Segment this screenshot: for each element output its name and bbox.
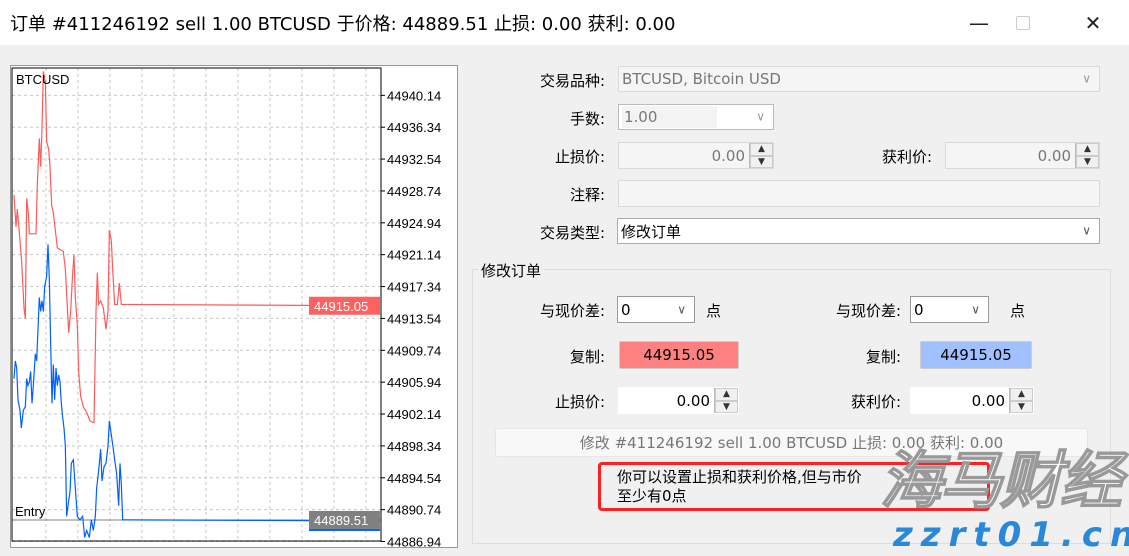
tp-copy-button[interactable]: 44915.05 xyxy=(920,341,1032,369)
y-tick-label: 44886.94 xyxy=(387,535,441,550)
chevron-down-icon: ∨ xyxy=(971,301,980,316)
spin-down-icon[interactable]: ▼ xyxy=(1076,155,1099,168)
minimize-icon: — xyxy=(969,11,989,35)
y-tick-label: 44894.54 xyxy=(387,471,441,486)
spin-down-icon[interactable]: ▼ xyxy=(750,155,773,168)
points-label: 点 xyxy=(1010,302,1026,320)
y-tick-label: 44890.74 xyxy=(387,503,441,518)
entry-label: Entry xyxy=(15,504,46,519)
comment-label: 注释: xyxy=(569,186,605,204)
group-title: 修改订单 xyxy=(478,260,545,281)
ask-line xyxy=(13,71,381,424)
modify-tp-input[interactable]: 0.00 ▲ ▼ xyxy=(910,387,1034,414)
symbol-value: BTCUSD, Bitcoin USD xyxy=(622,70,781,88)
modify-order-group xyxy=(472,269,1111,544)
lots-label: 手数: xyxy=(569,110,605,128)
spin-down-icon[interactable]: ▼ xyxy=(715,400,738,413)
symbol-select[interactable]: BTCUSD, Bitcoin USD ∨ xyxy=(618,66,1100,92)
order-type-value: 修改订单 xyxy=(621,222,682,241)
hint-text: 你可以设置止损和获利价格,但与市价至少有0点 xyxy=(617,468,862,505)
spin-up-icon[interactable]: ▲ xyxy=(1076,143,1099,156)
ask-price-label: 44915.05 xyxy=(314,299,368,314)
modify-tp-label: 获利价: xyxy=(850,393,901,411)
modify-sl-label: 止损价: xyxy=(554,393,605,411)
y-tick-label: 44940.14 xyxy=(387,88,441,103)
y-tick-label: 44932.54 xyxy=(387,152,441,167)
sl-diff-value: 0 xyxy=(621,300,631,319)
sl-diff-select[interactable]: 0 ∨ xyxy=(617,296,695,323)
y-tick-label: 44928.74 xyxy=(387,184,441,199)
modify-order-button[interactable]: 修改 #411246192 sell 1.00 BTCUSD 止损: 0.00 … xyxy=(495,428,1088,457)
tp-diff-label: 与现价差: xyxy=(835,302,901,320)
y-tick-label: 44902.14 xyxy=(387,407,441,422)
sl-input[interactable]: 0.00 ▲ ▼ xyxy=(618,142,774,169)
close-button[interactable]: ✕ xyxy=(1070,8,1116,38)
sl-diff-label: 与现价差: xyxy=(539,302,605,320)
chevron-down-icon: ∨ xyxy=(1082,71,1091,86)
watermark-url: zzrt01.cn xyxy=(893,515,1129,555)
order-type-select[interactable]: 修改订单 ∨ xyxy=(617,218,1100,244)
spin-down-icon[interactable]: ▼ xyxy=(1010,400,1033,413)
hint-text-highlight: 你可以设置止损和获利价格,但与市价至少有0点 xyxy=(598,462,990,511)
sl-value: 0.00 xyxy=(711,146,745,165)
y-tick-label: 44917.34 xyxy=(387,280,441,295)
modify-sl-input[interactable]: 0.00 ▲ ▼ xyxy=(618,387,739,414)
y-tick-label: 44924.94 xyxy=(387,216,441,231)
tp-input[interactable]: 0.00 ▲ ▼ xyxy=(945,142,1100,169)
chevron-down-icon: ∨ xyxy=(677,301,686,316)
chevron-down-icon: ∨ xyxy=(756,109,765,124)
maximize-icon xyxy=(1016,16,1030,30)
y-tick-label: 44936.34 xyxy=(387,120,441,135)
y-tick-label: 44905.94 xyxy=(387,375,441,390)
sl-label: 止损价: xyxy=(554,148,605,166)
y-tick-label: 44909.74 xyxy=(387,343,441,358)
lots-select[interactable]: 1.00 ∨ xyxy=(618,104,774,130)
modify-sl-value: 0.00 xyxy=(676,391,710,410)
points-label: 点 xyxy=(706,302,722,320)
tp-copy-label: 复制: xyxy=(865,348,901,366)
modify-tp-value: 0.00 xyxy=(971,391,1005,410)
comment-input[interactable] xyxy=(618,180,1100,207)
y-axis: 44940.14 44936.34 44932.54 44928.74 44924.94… xyxy=(309,88,441,550)
tp-value: 0.00 xyxy=(1037,146,1071,165)
spin-up-icon[interactable]: ▲ xyxy=(715,388,738,401)
plot-frame xyxy=(11,67,382,542)
watermark-logo: 海马财经 xyxy=(879,444,1123,517)
window-title: 订单 #411246192 sell 1.00 BTCUSD 于价格: 4488… xyxy=(10,14,676,35)
symbol-label: 交易品种: xyxy=(539,72,605,90)
tp-label: 获利价: xyxy=(881,148,932,166)
sl-copy-button[interactable]: 44915.05 xyxy=(619,341,739,369)
price-chart-panel xyxy=(10,65,458,548)
spin-up-icon[interactable]: ▲ xyxy=(750,143,773,156)
tp-diff-value: 0 xyxy=(914,300,924,319)
chevron-down-icon: ∨ xyxy=(1082,223,1091,238)
entry-underline xyxy=(309,528,380,531)
y-tick-label: 44921.14 xyxy=(387,248,441,263)
spin-up-icon[interactable]: ▲ xyxy=(1010,388,1033,401)
y-tick-label: 44913.54 xyxy=(387,311,441,326)
close-icon: ✕ xyxy=(1084,11,1102,35)
y-tick-label: 44898.34 xyxy=(387,439,441,454)
title-bar: 订单 #411246192 sell 1.00 BTCUSD 于价格: 4488… xyxy=(0,0,1129,45)
sl-copy-label: 复制: xyxy=(569,348,605,366)
minimize-button[interactable]: — xyxy=(956,8,1002,38)
maximize-button[interactable] xyxy=(1000,8,1046,38)
lots-value: 1.00 xyxy=(622,106,718,128)
chart-symbol-label: BTCUSD xyxy=(16,72,69,87)
entry-badge xyxy=(309,510,380,529)
bid-line xyxy=(13,244,381,538)
ask-badge xyxy=(309,296,380,315)
type-label: 交易类型: xyxy=(539,224,605,242)
entry-price-label: 44889.51 xyxy=(314,513,368,528)
tp-diff-select[interactable]: 0 ∨ xyxy=(910,296,989,323)
